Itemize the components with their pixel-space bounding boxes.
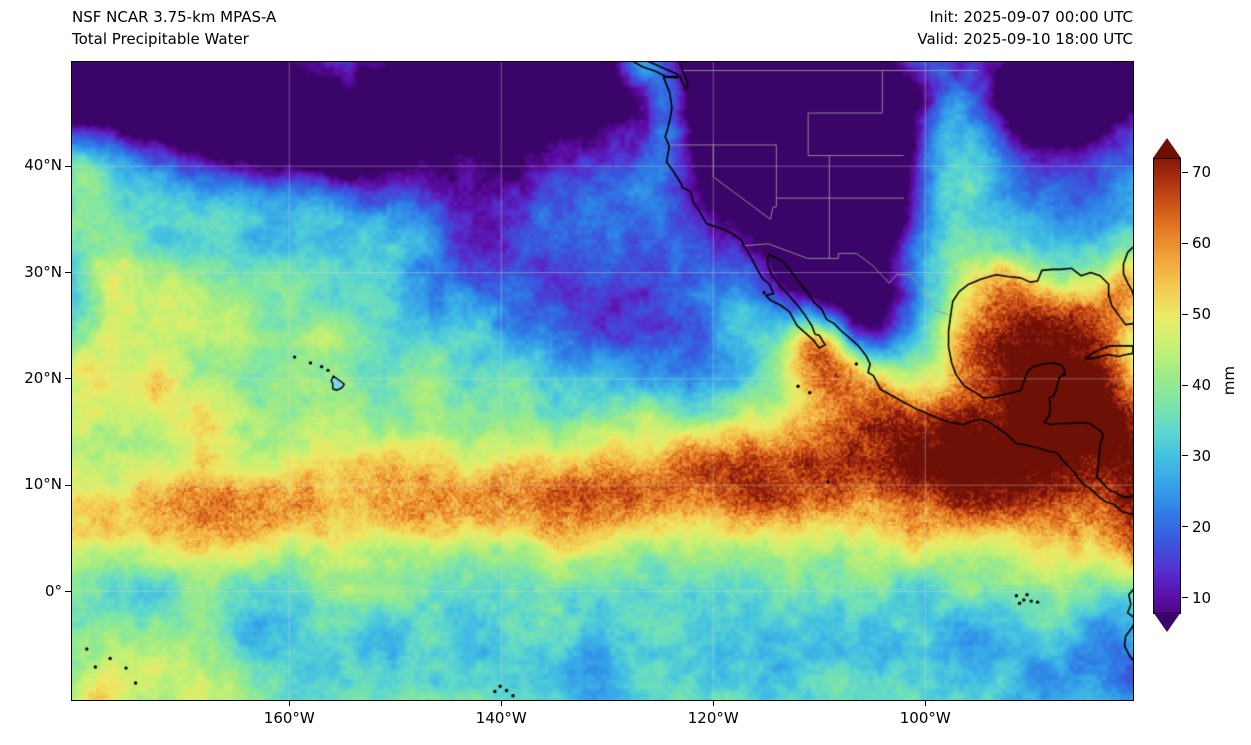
colorbar-tick-label: 60 xyxy=(1192,234,1212,253)
x-tick-label: 140°W xyxy=(475,709,527,727)
colorbar-tick-mark xyxy=(1182,384,1188,386)
x-tick-mark xyxy=(924,701,926,706)
colorbar-unit-label: mm xyxy=(1220,366,1238,396)
colorbar-arrow-bottom xyxy=(1153,612,1181,632)
colorbar-tick-mark xyxy=(1182,171,1188,173)
colorbar-tick-label: 10 xyxy=(1192,588,1212,607)
x-tick-mark xyxy=(288,701,290,706)
y-tick-mark xyxy=(65,165,71,167)
colorbar-tick-label: 70 xyxy=(1192,163,1212,182)
y-tick-label: 30°N xyxy=(24,262,62,281)
plot-title-line2: Total Precipitable Water xyxy=(72,30,249,48)
y-tick-label: 0° xyxy=(44,581,62,600)
colorbar-arrow-top xyxy=(1153,138,1181,158)
colorbar-tick-label: 40 xyxy=(1192,376,1212,394)
y-tick-mark xyxy=(65,591,71,593)
map-plot-area xyxy=(71,61,1134,701)
x-tick-mark xyxy=(712,701,714,706)
colorbar-tick-mark xyxy=(1182,313,1188,315)
colorbar-tick-mark xyxy=(1182,242,1188,244)
y-tick-label: 10°N xyxy=(24,475,62,494)
y-tick-label: 20°N xyxy=(24,368,62,387)
init-time-label: Init: 2025-09-07 00:00 UTC xyxy=(929,8,1133,26)
colorbar-tick-mark xyxy=(1182,455,1188,457)
coastline-overlay-canvas xyxy=(72,62,1133,700)
x-tick-label: 100°W xyxy=(899,709,951,727)
colorbar-tick-label: 30 xyxy=(1192,446,1212,465)
colorbar-tick-mark xyxy=(1182,597,1188,599)
y-tick-label: 40°N xyxy=(24,156,62,175)
colorbar-tick-label: 20 xyxy=(1192,517,1212,536)
valid-time-label: Valid: 2025-09-10 18:00 UTC xyxy=(917,30,1133,48)
colorbar-tick-label: 50 xyxy=(1192,305,1212,324)
colorbar-tick-mark xyxy=(1182,526,1188,528)
y-tick-mark xyxy=(65,484,71,486)
y-tick-mark xyxy=(65,378,71,380)
x-tick-label: 120°W xyxy=(687,709,739,727)
plot-title-line1: NSF NCAR 3.75-km MPAS-A xyxy=(72,8,277,26)
y-tick-mark xyxy=(65,272,71,274)
colorbar-gradient xyxy=(1153,158,1181,614)
x-tick-label: 160°W xyxy=(263,709,315,727)
x-tick-mark xyxy=(500,701,502,706)
